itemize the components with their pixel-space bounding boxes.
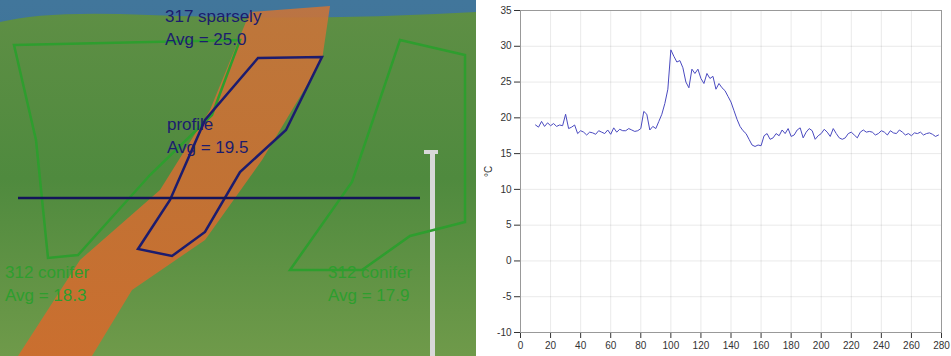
svg-text:20: 20 bbox=[545, 340, 557, 351]
svg-text:Avg = 18.3: Avg = 18.3 bbox=[5, 286, 86, 305]
svg-text:0: 0 bbox=[518, 340, 524, 351]
svg-text:15: 15 bbox=[500, 148, 512, 159]
svg-text:-10: -10 bbox=[497, 327, 512, 338]
svg-text:Avg = 25.0: Avg = 25.0 bbox=[165, 30, 246, 49]
svg-text:280: 280 bbox=[933, 340, 950, 351]
svg-text:312 conifer: 312 conifer bbox=[5, 263, 89, 282]
svg-text:0: 0 bbox=[506, 255, 512, 266]
svg-text:°C: °C bbox=[483, 166, 494, 177]
svg-text:180: 180 bbox=[783, 340, 800, 351]
svg-text:35: 35 bbox=[500, 5, 512, 16]
svg-text:30: 30 bbox=[500, 40, 512, 51]
svg-text:10: 10 bbox=[500, 184, 512, 195]
svg-text:60: 60 bbox=[605, 340, 617, 351]
svg-text:5: 5 bbox=[506, 219, 512, 230]
svg-text:200: 200 bbox=[813, 340, 830, 351]
svg-text:Avg = 17.9: Avg = 17.9 bbox=[328, 286, 409, 305]
svg-text:160: 160 bbox=[753, 340, 770, 351]
svg-text:140: 140 bbox=[723, 340, 740, 351]
svg-text:-5: -5 bbox=[503, 291, 512, 302]
svg-text:312 conifer: 312 conifer bbox=[328, 263, 412, 282]
svg-text:120: 120 bbox=[693, 340, 710, 351]
svg-text:40: 40 bbox=[575, 340, 587, 351]
svg-text:25: 25 bbox=[500, 76, 512, 87]
svg-text:240: 240 bbox=[873, 340, 890, 351]
svg-text:317 sparsely: 317 sparsely bbox=[165, 7, 262, 26]
svg-text:260: 260 bbox=[903, 340, 920, 351]
svg-text:Avg = 19.5: Avg = 19.5 bbox=[167, 138, 248, 157]
svg-text:220: 220 bbox=[843, 340, 860, 351]
svg-text:profile: profile bbox=[167, 115, 213, 134]
svg-text:20: 20 bbox=[500, 112, 512, 123]
svg-text:80: 80 bbox=[635, 340, 647, 351]
svg-text:100: 100 bbox=[663, 340, 680, 351]
